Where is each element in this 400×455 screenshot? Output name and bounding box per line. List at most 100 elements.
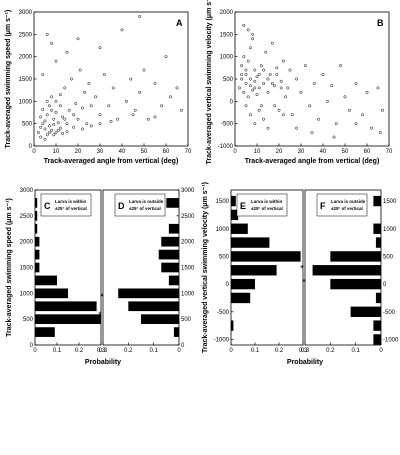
bar — [231, 265, 277, 276]
note-line: Larva is within — [251, 199, 283, 204]
note-line: Larva is outside — [331, 199, 366, 204]
scatter-point — [80, 127, 84, 131]
x-tick-label: 0 — [229, 348, 233, 354]
scatter-point — [61, 115, 65, 119]
scatter-point — [266, 126, 270, 130]
scatter-point — [246, 95, 250, 99]
bar — [373, 334, 381, 345]
scatter-point — [253, 122, 257, 126]
scatter-point — [120, 28, 124, 32]
y-tick-label: 500 — [219, 254, 230, 260]
scatter-point — [63, 117, 67, 121]
y-tick-label: -500 — [221, 122, 234, 128]
scatter-point — [242, 23, 246, 27]
scatter-point — [240, 73, 244, 76]
scatter-point — [54, 99, 58, 103]
x-tick-label: 30 — [97, 149, 104, 155]
scatter-point — [281, 113, 285, 117]
y-tick-label: 2500 — [19, 32, 33, 38]
scatter-point — [288, 68, 292, 72]
scatter-point — [277, 108, 281, 112]
scatter-point — [286, 86, 290, 90]
y-tick-label: 3000 — [20, 188, 34, 194]
bar — [118, 288, 179, 299]
y-tick-label: 1000 — [19, 99, 33, 105]
scatter-point — [85, 122, 89, 126]
scatter-point — [80, 106, 84, 110]
scatter-point — [138, 90, 142, 94]
scatter-point — [253, 68, 257, 72]
scatter-point — [270, 41, 274, 45]
y-tick-label: -1000 — [218, 144, 234, 150]
scatter-point — [47, 131, 51, 135]
scatter-point — [63, 86, 67, 90]
scatter-point — [56, 128, 60, 132]
scatter-point — [168, 95, 172, 99]
scatter-point — [281, 59, 285, 63]
note-box — [236, 193, 288, 217]
scatter-point — [347, 108, 351, 112]
bar — [158, 249, 179, 260]
y-tick-label: -1000 — [383, 337, 399, 343]
y-tick-label: 1500 — [19, 77, 33, 83]
bar — [350, 306, 381, 317]
scatter-point — [257, 73, 261, 76]
bar — [231, 292, 251, 304]
scatter-point — [102, 73, 106, 76]
panel-d: 0.3 0.2 0.1 00 500 1000 1500 2000 2500 3000 D Larva… — [99, 188, 195, 354]
scatter-point — [279, 79, 283, 83]
bar — [168, 223, 179, 234]
x-axis-label: Track-averaged angle from vertical (deg) — [245, 158, 380, 165]
scatter-point — [50, 128, 54, 132]
scatter-point — [98, 113, 102, 117]
scatter-point — [325, 99, 329, 103]
x-tick-label: 70 — [185, 149, 192, 155]
scatter-point — [50, 95, 54, 99]
y-tick-label: 1000 — [181, 291, 195, 297]
scatter-point — [251, 32, 255, 36]
scatter-point — [47, 104, 51, 108]
y-axis-label: Track-averaged vertical swimming velocit… — [206, 0, 213, 165]
bar — [373, 320, 381, 331]
scatter-point — [58, 126, 62, 130]
bar — [35, 288, 68, 299]
y-tick-label: 3000 — [19, 10, 33, 16]
panel-c: 0 0.1 0.2 0.3 0 500 1000 1500 2000 2500 3000 Probab… — [6, 188, 121, 366]
y-tick-label: 1500 — [383, 199, 397, 205]
bar — [330, 278, 381, 290]
scatter-point — [312, 82, 316, 85]
scatter-point — [262, 82, 266, 85]
scatter-point — [330, 84, 334, 88]
bar — [35, 314, 101, 325]
y-tick-label: 2000 — [181, 240, 195, 246]
scatter-point — [41, 73, 45, 76]
scatter-point — [41, 107, 45, 111]
x-tick-label: 0 — [32, 149, 36, 155]
bar — [161, 236, 179, 247]
x-tick-label: 0.3 — [299, 348, 308, 354]
scatter-point — [310, 131, 314, 135]
y-tick-label: 0 — [29, 144, 33, 150]
scatter-point — [72, 113, 76, 117]
note-line: ±25° of vertical — [129, 206, 161, 211]
panel-a: A 0 10 20 30 40 50 60 70 0 500 1000 1500 2000 2500 3000… — [5, 10, 192, 165]
scatter-point — [124, 99, 128, 103]
y-tick-label: 0 — [30, 343, 34, 349]
y-tick-label: 2000 — [20, 240, 34, 246]
y-tick-label: 1500 — [181, 266, 195, 272]
bar — [35, 223, 38, 234]
scatter-point — [266, 90, 270, 94]
panel-b: B 0 10 20 30 40 50 60 70 -1000 -500 0 500 1000 1500 200… — [206, 0, 393, 165]
y-tick-label: 3000 — [181, 188, 195, 194]
scatter-point — [262, 68, 266, 72]
bar — [35, 301, 97, 312]
y-tick-label: 500 — [22, 122, 33, 128]
scatter-point — [142, 68, 146, 72]
bar — [35, 327, 55, 337]
panel-label: D — [118, 201, 125, 211]
y-tick-label: 500 — [23, 317, 34, 323]
scatter-point — [244, 73, 248, 76]
x-tick-label: 20 — [276, 149, 283, 155]
